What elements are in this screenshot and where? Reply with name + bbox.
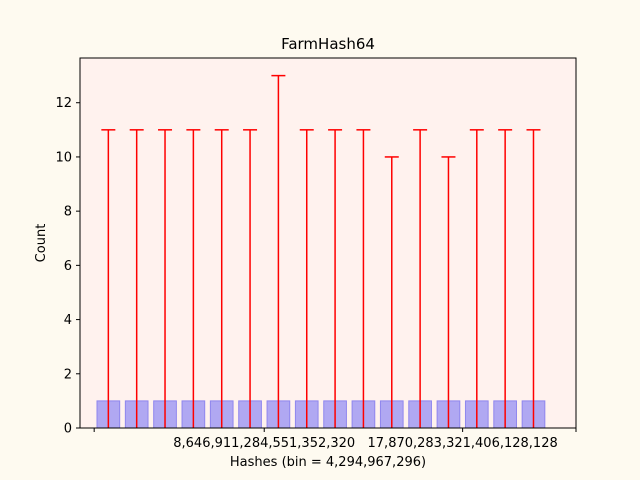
- error-bar-2: [158, 129, 173, 428]
- error-bar-4: [214, 129, 229, 428]
- error-bar-11: [413, 129, 428, 428]
- y-tick-label-4: 4: [64, 313, 72, 328]
- x-axis-label: Hashes (bin = 4,294,967,296): [230, 455, 426, 470]
- error-bar-6: [271, 74, 286, 428]
- y-tick-label-0: 0: [64, 422, 72, 437]
- y-tick-label-2: 2: [64, 367, 72, 382]
- error-bar-7: [299, 129, 314, 428]
- error-bar-14: [498, 129, 513, 428]
- y-axis-label: Count: [34, 224, 49, 263]
- x-axis: 8,646,911,284,551,352,320 17,870,283,321,…: [93, 428, 577, 451]
- y-axis: 0 2 4 6 8 10 12: [55, 96, 80, 437]
- error-bars: [101, 74, 541, 428]
- chart-title: FarmHash64: [281, 35, 375, 53]
- error-bar-8: [328, 129, 343, 428]
- y-tick-label-10: 10: [55, 150, 72, 165]
- y-tick-label-8: 8: [64, 205, 72, 220]
- plot-frame: [79, 57, 577, 429]
- error-bar-9: [356, 129, 371, 428]
- x-tick-label-1: 17,870,283,321,406,128,128: [368, 436, 558, 451]
- plot-area: [80, 58, 576, 428]
- error-bar-1: [129, 129, 144, 428]
- error-bar-0: [101, 129, 116, 428]
- error-bar-12: [441, 156, 456, 428]
- error-bar-5: [243, 129, 258, 428]
- y-tick-label-12: 12: [55, 96, 72, 111]
- error-bar-3: [186, 129, 201, 428]
- x-tick-label-0: 8,646,911,284,551,352,320: [173, 436, 355, 451]
- error-bar-13: [469, 129, 484, 428]
- y-tick-label-6: 6: [64, 259, 72, 274]
- error-bar-15: [526, 129, 541, 428]
- error-bar-10: [384, 156, 399, 428]
